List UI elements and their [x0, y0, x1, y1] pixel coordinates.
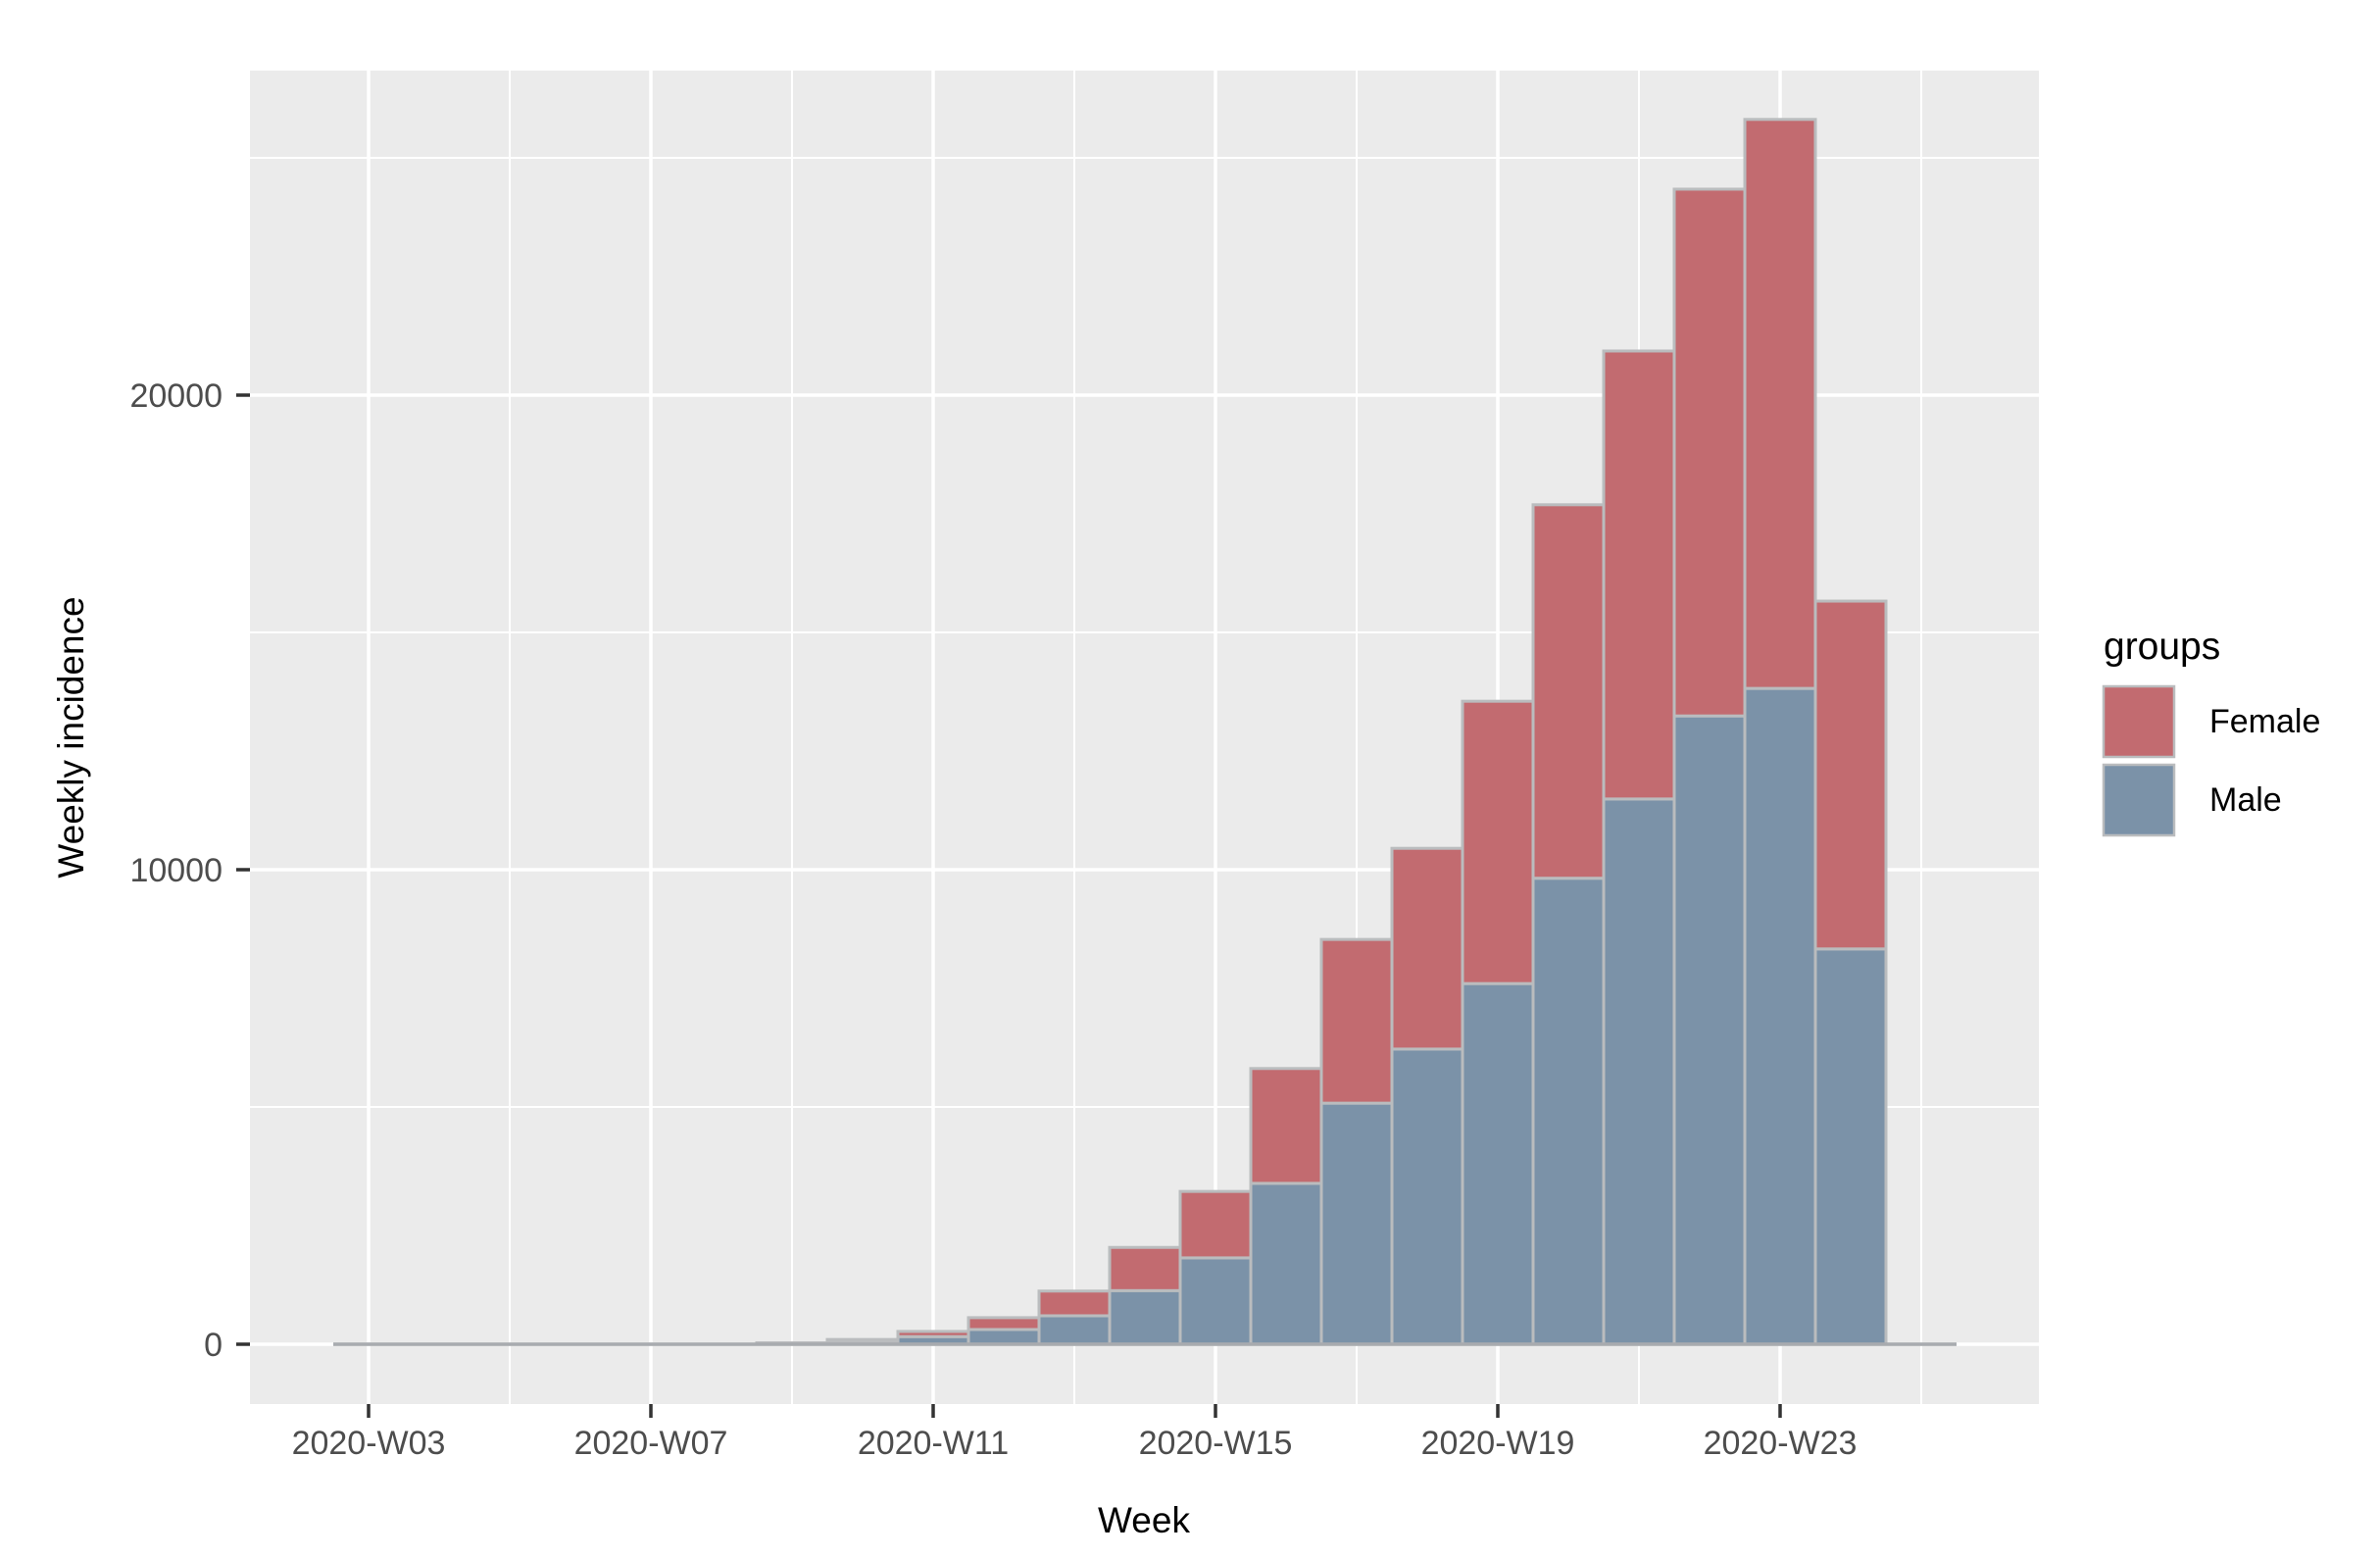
bar-female-2020-W12 — [967, 1316, 1041, 1331]
y-axis-tick-labels: 0 10000 20000 — [129, 377, 223, 1364]
x-tick-label-2020-W19: 2020-W19 — [1421, 1425, 1575, 1462]
bar-male-2020-W24 — [1813, 947, 1888, 1346]
bar-female-2020-W18 — [1390, 846, 1464, 1051]
legend-label-female: Female — [2209, 703, 2320, 740]
bar-male-2020-W13 — [1037, 1314, 1112, 1346]
y-tick-label-10000: 10000 — [129, 852, 223, 889]
x-tick-label-2020-W23: 2020-W23 — [1704, 1425, 1858, 1462]
bar-male-2020-W22 — [1672, 714, 1747, 1346]
bar-male-2020-W16 — [1249, 1181, 1323, 1346]
bar-female-2020-W15 — [1178, 1189, 1253, 1260]
legend-label-male: Male — [2209, 781, 2282, 819]
bar-female-2020-W13 — [1037, 1289, 1112, 1318]
legend-swatch-male — [2102, 763, 2176, 837]
bar-male-2020-W21 — [1602, 797, 1676, 1346]
bar-male-2020-W23 — [1743, 686, 1817, 1346]
x-tick-label-2020-W03: 2020-W03 — [292, 1425, 446, 1462]
y-axis-title: Weekly incidence — [51, 596, 91, 878]
y-tick-label-0: 0 — [204, 1327, 223, 1364]
x-axis-tick-labels: 2020-W03 2020-W07 2020-W11 2020-W15 2020-W19… — [292, 1425, 1858, 1462]
bar-male-2020-W15 — [1178, 1256, 1253, 1346]
bar-baseline — [333, 1342, 1957, 1346]
bar-female-2020-W24 — [1813, 599, 1888, 951]
bar-female-2020-W19 — [1461, 699, 1535, 985]
legend-title: groups — [2104, 626, 2220, 668]
x-tick-label-2020-W11: 2020-W11 — [858, 1425, 1009, 1462]
bar-female-2020-W23 — [1743, 118, 1817, 690]
legend: groups Female Male — [2102, 626, 2320, 837]
bar-male-2020-W20 — [1531, 877, 1606, 1346]
bar-female-2020-W22 — [1672, 187, 1747, 718]
bar-female-2020-W14 — [1108, 1245, 1182, 1292]
bar-female-2020-W17 — [1319, 937, 1394, 1105]
legend-items: Female Male — [2102, 684, 2320, 837]
legend-swatch-female — [2102, 684, 2176, 759]
x-axis-title: Week — [1098, 1500, 1190, 1540]
bar-series — [755, 118, 1888, 1346]
bar-male-2020-W12 — [967, 1328, 1041, 1346]
bar-female-2020-W10 — [825, 1337, 900, 1343]
bar-male-2020-W14 — [1108, 1288, 1182, 1346]
bar-female-2020-W20 — [1531, 503, 1606, 880]
zero-count-bar-border-line — [333, 1342, 1957, 1346]
bar-male-2020-W18 — [1390, 1047, 1464, 1346]
bar-male-2020-W17 — [1319, 1101, 1394, 1346]
axis-tick-marks — [236, 393, 1782, 1418]
y-tick-label-20000: 20000 — [129, 377, 223, 415]
bar-male-2020-W19 — [1461, 981, 1535, 1346]
bar-female-2020-W21 — [1602, 349, 1676, 801]
x-tick-label-2020-W07: 2020-W07 — [574, 1425, 728, 1462]
bar-female-2020-W11 — [896, 1330, 970, 1338]
bar-female-2020-W16 — [1249, 1067, 1323, 1185]
x-tick-label-2020-W15: 2020-W15 — [1139, 1425, 1293, 1462]
